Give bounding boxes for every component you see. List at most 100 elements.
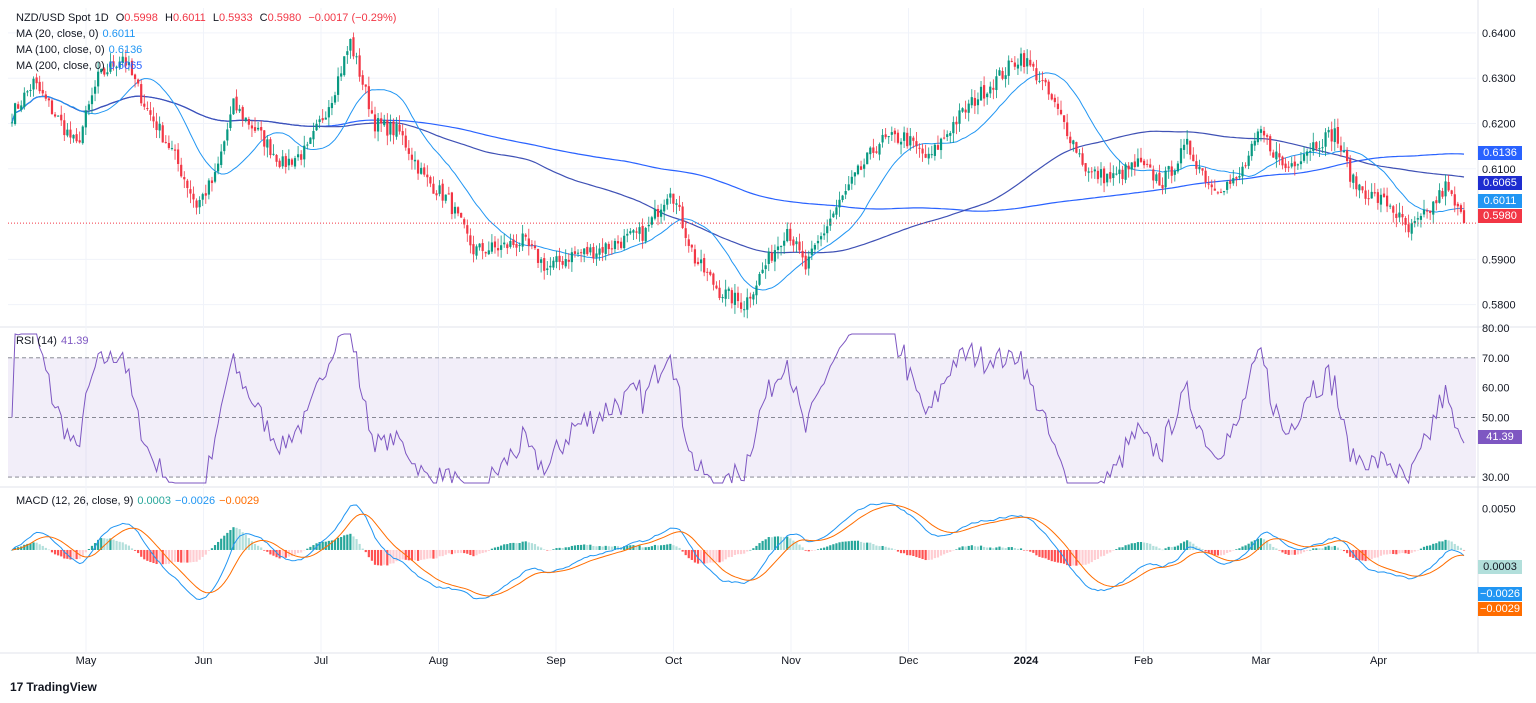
- candle-body: [53, 114, 57, 117]
- macd-hist-bar: [607, 546, 610, 550]
- macd-hist-bar: [487, 549, 490, 551]
- candle-body: [72, 134, 75, 139]
- macd-hist-bar: [472, 549, 475, 557]
- candle-body: [743, 309, 746, 311]
- macd-hist-bar: [309, 546, 312, 550]
- macd-hist-bar: [641, 547, 644, 550]
- macd-hist-bar: [1287, 549, 1290, 555]
- macd-hist-bar: [1238, 548, 1241, 550]
- candle-body: [650, 217, 653, 225]
- rsi-tick-label: 60.00: [1482, 383, 1510, 395]
- candle-body: [1435, 200, 1438, 204]
- macd-hist-bar: [1385, 549, 1389, 555]
- macd-hist-bar: [764, 539, 767, 550]
- candle-body: [983, 85, 986, 99]
- candle-body: [287, 158, 290, 166]
- candle-body: [684, 228, 687, 238]
- time-tick-label: Oct: [665, 655, 682, 667]
- candle-body: [930, 154, 933, 156]
- macd-hist-bar: [678, 547, 681, 550]
- macd-hist-bar: [303, 549, 306, 551]
- macd-hist-bar: [432, 549, 435, 559]
- candle-body: [1333, 128, 1336, 143]
- macd-hist-bar: [921, 549, 924, 560]
- candle-body: [1087, 171, 1090, 173]
- candle-body: [573, 251, 577, 254]
- macd-hist-bar: [807, 549, 810, 552]
- candle-body: [121, 56, 124, 63]
- candle-body: [435, 193, 438, 196]
- macd-label: MACD (12, 26, close, 9): [16, 495, 134, 507]
- candle-body: [127, 62, 130, 66]
- macd-hist-bar: [1210, 549, 1213, 555]
- candle-body: [481, 243, 484, 252]
- macd-hist-bar: [586, 544, 589, 550]
- macd-hist-bar: [527, 542, 530, 550]
- macd-hist-bar: [896, 549, 900, 552]
- macd-hist-bar: [841, 541, 844, 550]
- macd-hist-bar: [899, 549, 903, 554]
- candle-body: [392, 121, 395, 136]
- macd-hist-bar: [1229, 549, 1232, 552]
- macd-hist-bar: [269, 549, 272, 555]
- candle-body: [736, 292, 740, 302]
- macd-hist-bar: [1099, 549, 1103, 557]
- macd-hist-bar: [333, 539, 337, 550]
- candle-body: [1361, 186, 1364, 191]
- macd-hist-bar: [57, 549, 60, 556]
- candle-body: [247, 119, 250, 125]
- candle-body: [1047, 81, 1050, 95]
- candle-body: [549, 265, 552, 268]
- macd-hist-bar: [939, 549, 943, 556]
- macd-hist-bar: [1010, 547, 1013, 550]
- macd-hist-bar: [1115, 549, 1118, 550]
- candle-body: [204, 193, 207, 196]
- macd-hist-bar: [955, 549, 958, 550]
- candle-body: [1093, 169, 1096, 172]
- macd-hist-bar: [933, 549, 936, 559]
- macd-hist-bar: [638, 545, 641, 550]
- candle-body: [81, 126, 84, 144]
- macd-hist-bar: [1459, 547, 1463, 550]
- macd-hist-bar: [789, 538, 792, 550]
- candle-body: [1075, 142, 1078, 153]
- candle-body: [952, 122, 955, 134]
- candle-body: [958, 110, 961, 124]
- macd-hist-bar: [367, 549, 370, 558]
- candle-body: [180, 164, 183, 177]
- macd-hist-bar: [213, 545, 217, 550]
- candle-body: [795, 241, 798, 245]
- candle-body: [746, 297, 749, 310]
- candle-body: [604, 243, 607, 254]
- macd-hist-bar: [583, 544, 586, 550]
- macd-hist-bar: [1019, 548, 1023, 550]
- macd-hist-bar: [263, 549, 266, 551]
- candle-body: [690, 244, 693, 248]
- candle-body: [1407, 224, 1410, 233]
- macd-hist-bar: [536, 546, 540, 550]
- candle-body: [1189, 140, 1192, 155]
- macd-hist-bar: [912, 549, 915, 556]
- candle-body: [1007, 60, 1010, 76]
- candle-body: [44, 94, 47, 99]
- macd-hist-bar: [81, 549, 84, 557]
- macd-hist-bar: [1038, 549, 1041, 557]
- macd-hist-bar: [598, 546, 601, 550]
- macd-hist-bar: [244, 534, 247, 550]
- macd-hist-bar: [275, 549, 278, 558]
- macd-hist-bar: [946, 549, 949, 553]
- candle-body: [260, 127, 263, 131]
- candle-body: [1164, 170, 1167, 188]
- candle-body: [410, 154, 414, 160]
- candle-body: [1293, 161, 1296, 167]
- tradingview-logo[interactable]: 17 TradingView: [10, 680, 97, 694]
- macd-hist-bar: [456, 549, 460, 554]
- timeframe-label: 1D: [94, 12, 109, 24]
- macd-hist-bar: [613, 546, 617, 550]
- candle-body: [173, 149, 177, 151]
- candle-body: [1186, 138, 1189, 145]
- candle-body: [943, 137, 946, 139]
- candle-body: [1158, 172, 1161, 186]
- ma20-label: MA (20, close, 0): [16, 28, 99, 40]
